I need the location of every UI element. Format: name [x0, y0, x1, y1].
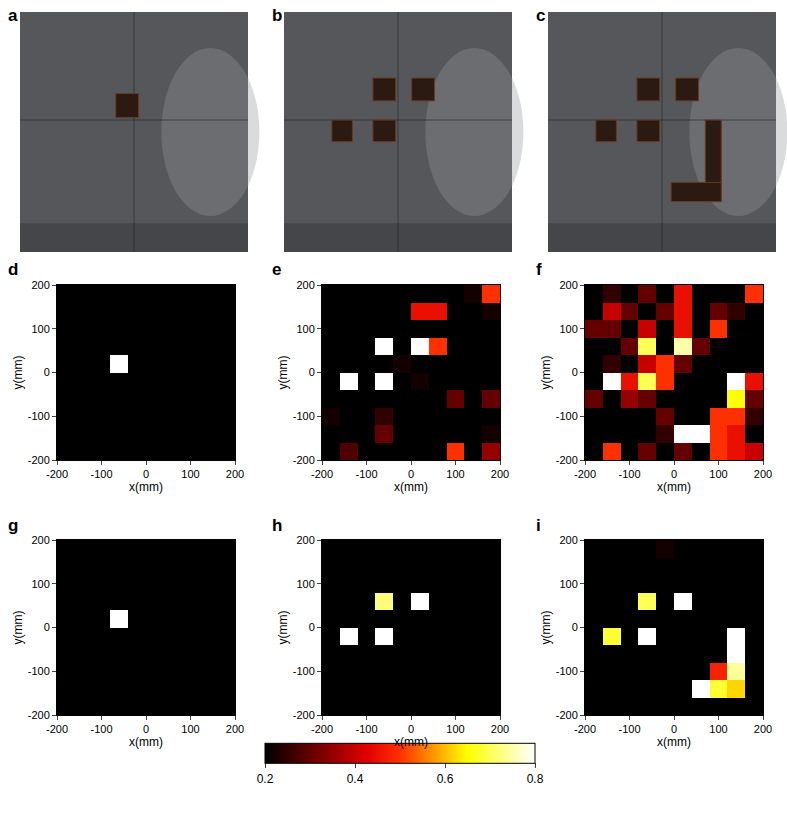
- svg-text:x(mm): x(mm): [394, 480, 428, 494]
- svg-text:200: 200: [559, 279, 577, 291]
- svg-text:0.8: 0.8: [527, 772, 544, 786]
- svg-text:0: 0: [572, 621, 578, 633]
- svg-text:-100: -100: [355, 468, 377, 480]
- svg-text:-200: -200: [311, 468, 333, 480]
- svg-text:100: 100: [31, 578, 49, 590]
- svg-text:-200: -200: [293, 454, 315, 466]
- svg-text:y(mm): y(mm): [539, 356, 553, 390]
- svg-text:200: 200: [226, 468, 244, 480]
- svg-text:100: 100: [296, 323, 314, 335]
- svg-text:200: 200: [491, 723, 509, 735]
- svg-text:e: e: [272, 260, 281, 279]
- svg-text:0: 0: [143, 468, 149, 480]
- svg-text:c: c: [536, 6, 545, 25]
- svg-text:100: 100: [296, 578, 314, 590]
- svg-text:y(mm): y(mm): [276, 611, 290, 645]
- svg-text:-200: -200: [311, 723, 333, 735]
- svg-text:y(mm): y(mm): [276, 356, 290, 390]
- svg-text:x(mm): x(mm): [129, 480, 163, 494]
- svg-text:100: 100: [446, 468, 464, 480]
- svg-text:y(mm): y(mm): [11, 611, 25, 645]
- svg-text:200: 200: [754, 468, 772, 480]
- svg-text:100: 100: [181, 723, 199, 735]
- svg-text:-200: -200: [28, 454, 50, 466]
- svg-text:0: 0: [572, 366, 578, 378]
- svg-text:0: 0: [408, 468, 414, 480]
- svg-text:-100: -100: [618, 723, 640, 735]
- svg-text:-200: -200: [574, 468, 596, 480]
- svg-text:x(mm): x(mm): [394, 735, 428, 749]
- svg-text:-100: -100: [355, 723, 377, 735]
- svg-text:-100: -100: [293, 410, 315, 422]
- svg-text:200: 200: [226, 723, 244, 735]
- svg-text:b: b: [272, 6, 282, 25]
- svg-text:d: d: [8, 260, 18, 279]
- svg-text:-100: -100: [556, 410, 578, 422]
- svg-text:-200: -200: [556, 709, 578, 721]
- svg-text:100: 100: [446, 723, 464, 735]
- svg-text:0.4: 0.4: [347, 772, 364, 786]
- svg-text:0: 0: [408, 723, 414, 735]
- svg-text:0: 0: [671, 468, 677, 480]
- svg-text:200: 200: [296, 279, 314, 291]
- svg-text:0.2: 0.2: [257, 772, 274, 786]
- svg-text:200: 200: [31, 279, 49, 291]
- svg-text:x(mm): x(mm): [657, 480, 691, 494]
- svg-text:-100: -100: [90, 468, 112, 480]
- svg-text:0: 0: [309, 366, 315, 378]
- svg-text:100: 100: [31, 323, 49, 335]
- svg-text:-100: -100: [618, 468, 640, 480]
- svg-text:f: f: [536, 260, 542, 279]
- svg-text:0.6: 0.6: [437, 772, 454, 786]
- svg-text:-100: -100: [556, 665, 578, 677]
- svg-text:x(mm): x(mm): [129, 735, 163, 749]
- svg-text:-100: -100: [28, 665, 50, 677]
- svg-text:200: 200: [31, 534, 49, 546]
- svg-text:0: 0: [44, 366, 50, 378]
- svg-text:100: 100: [559, 578, 577, 590]
- svg-text:200: 200: [491, 468, 509, 480]
- svg-text:100: 100: [709, 468, 727, 480]
- svg-text:0: 0: [44, 621, 50, 633]
- svg-text:100: 100: [559, 323, 577, 335]
- svg-text:y(mm): y(mm): [11, 356, 25, 390]
- svg-text:200: 200: [559, 534, 577, 546]
- svg-text:0: 0: [143, 723, 149, 735]
- svg-text:-100: -100: [293, 665, 315, 677]
- svg-text:-100: -100: [90, 723, 112, 735]
- svg-text:-100: -100: [28, 410, 50, 422]
- svg-text:y(mm): y(mm): [539, 611, 553, 645]
- svg-text:100: 100: [181, 468, 199, 480]
- svg-text:a: a: [8, 6, 18, 25]
- svg-text:200: 200: [296, 534, 314, 546]
- svg-text:-200: -200: [46, 468, 68, 480]
- svg-text:-200: -200: [574, 723, 596, 735]
- svg-text:0: 0: [309, 621, 315, 633]
- svg-text:-200: -200: [46, 723, 68, 735]
- svg-text:i: i: [536, 516, 541, 535]
- svg-text:h: h: [272, 516, 282, 535]
- svg-text:0: 0: [671, 723, 677, 735]
- svg-text:x(mm): x(mm): [657, 735, 691, 749]
- svg-text:-200: -200: [293, 709, 315, 721]
- svg-text:100: 100: [709, 723, 727, 735]
- svg-text:200: 200: [754, 723, 772, 735]
- svg-text:-200: -200: [28, 709, 50, 721]
- svg-text:g: g: [8, 516, 18, 535]
- svg-text:-200: -200: [556, 454, 578, 466]
